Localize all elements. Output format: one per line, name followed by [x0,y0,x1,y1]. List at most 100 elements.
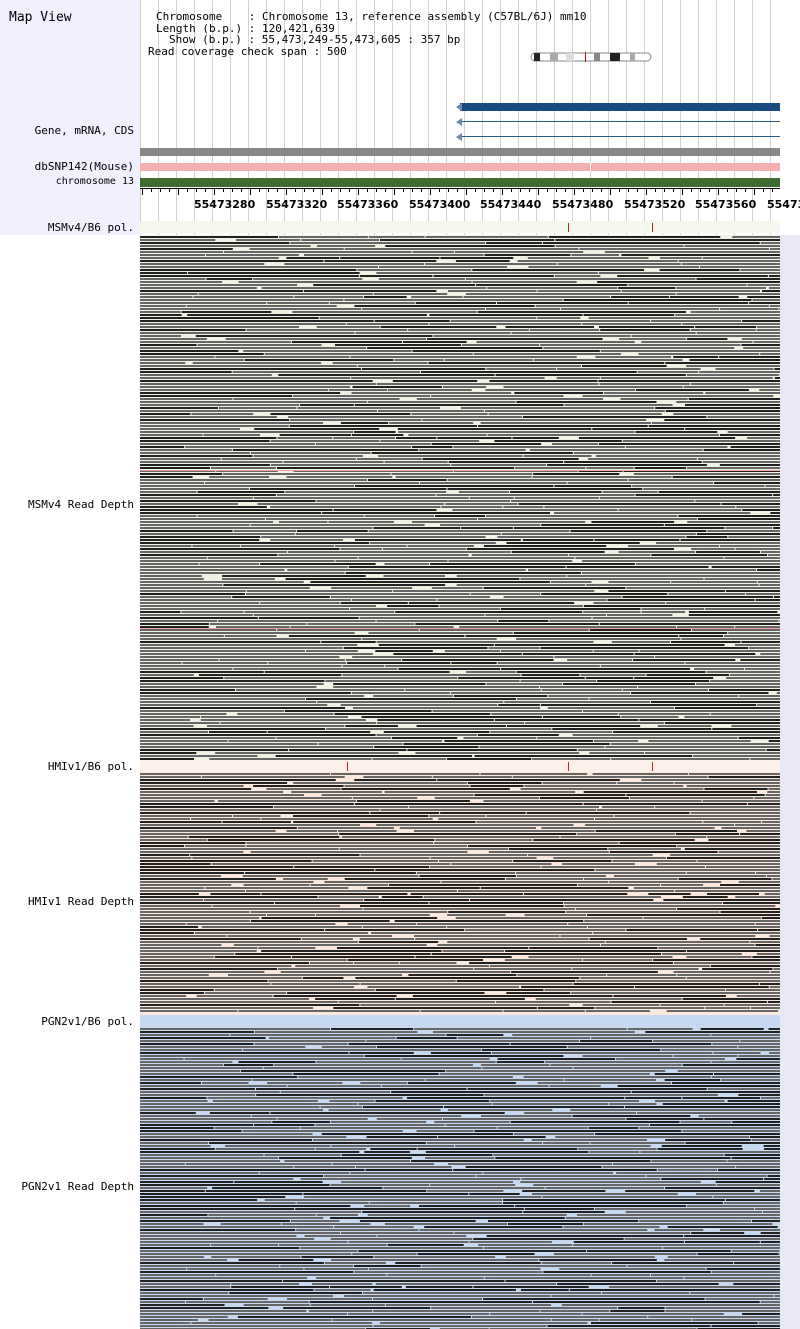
read [564,1079,657,1081]
read [650,701,780,703]
read [675,833,740,835]
chromosome-ideogram[interactable] [530,52,654,64]
read [528,956,673,958]
read [140,425,289,427]
read [140,1130,242,1132]
read [770,512,780,514]
read [370,542,496,544]
read [492,1103,609,1105]
read [547,464,707,466]
ruler-mark [268,189,269,192]
read [697,458,780,460]
read [692,1319,780,1321]
read [657,725,712,727]
read [351,434,404,436]
read [291,956,415,958]
read [297,407,441,409]
read [523,1076,711,1078]
read [268,662,347,664]
read [140,800,215,802]
read [278,968,474,970]
read [324,1262,386,1264]
read [245,872,416,874]
read [541,524,664,526]
info-span-key: Read coverage check span [148,44,307,58]
read [140,698,305,700]
read [454,251,584,253]
read [140,1301,186,1303]
read [759,1190,780,1192]
label-msm-pol: MSMv4/B6 pol. [47,221,134,234]
read [483,545,607,547]
read [721,1079,780,1081]
read [140,1082,202,1084]
read [429,902,564,904]
read [140,302,267,304]
read [300,1178,521,1180]
read [774,368,780,370]
read [140,1133,313,1135]
read [395,1262,541,1264]
read [140,575,202,577]
read [520,680,597,682]
read [191,818,261,820]
read [764,893,780,895]
read [286,1298,373,1300]
read [572,968,699,970]
read [140,554,278,556]
read [201,926,362,928]
read [198,674,342,676]
read [294,1166,355,1168]
read [752,1220,780,1222]
read [376,722,525,724]
ruler-mark [502,189,503,195]
read [582,395,774,397]
read [624,1106,780,1108]
read [722,902,780,904]
read [140,362,186,364]
read [140,938,301,940]
read [314,1289,371,1291]
read [295,533,501,535]
read [140,323,346,325]
read [140,815,232,817]
read [573,1067,780,1069]
read [614,815,780,817]
read [293,1073,439,1075]
read [477,311,687,313]
read [741,641,780,643]
ruler-mark [718,189,719,195]
read [140,410,377,412]
ruler-mark [232,189,233,192]
read [317,701,504,703]
read [140,824,361,826]
read [140,701,317,703]
read [208,731,267,733]
read [687,467,780,469]
read [497,1127,588,1129]
read [140,497,253,499]
read [140,716,201,718]
read [446,1034,504,1036]
read [760,653,780,655]
read [140,728,326,730]
read [185,845,246,847]
read [664,722,780,724]
read [358,1103,492,1105]
read [140,917,260,919]
read [415,623,599,625]
read [728,632,780,634]
read [250,851,468,853]
read [677,626,735,628]
read [756,329,780,331]
read [656,863,780,865]
read [140,617,258,619]
read [432,776,512,778]
read [233,398,400,400]
read [512,776,708,778]
read [140,1064,223,1066]
read [191,1322,373,1324]
read [198,293,373,295]
read [140,980,268,982]
read [140,1280,283,1282]
